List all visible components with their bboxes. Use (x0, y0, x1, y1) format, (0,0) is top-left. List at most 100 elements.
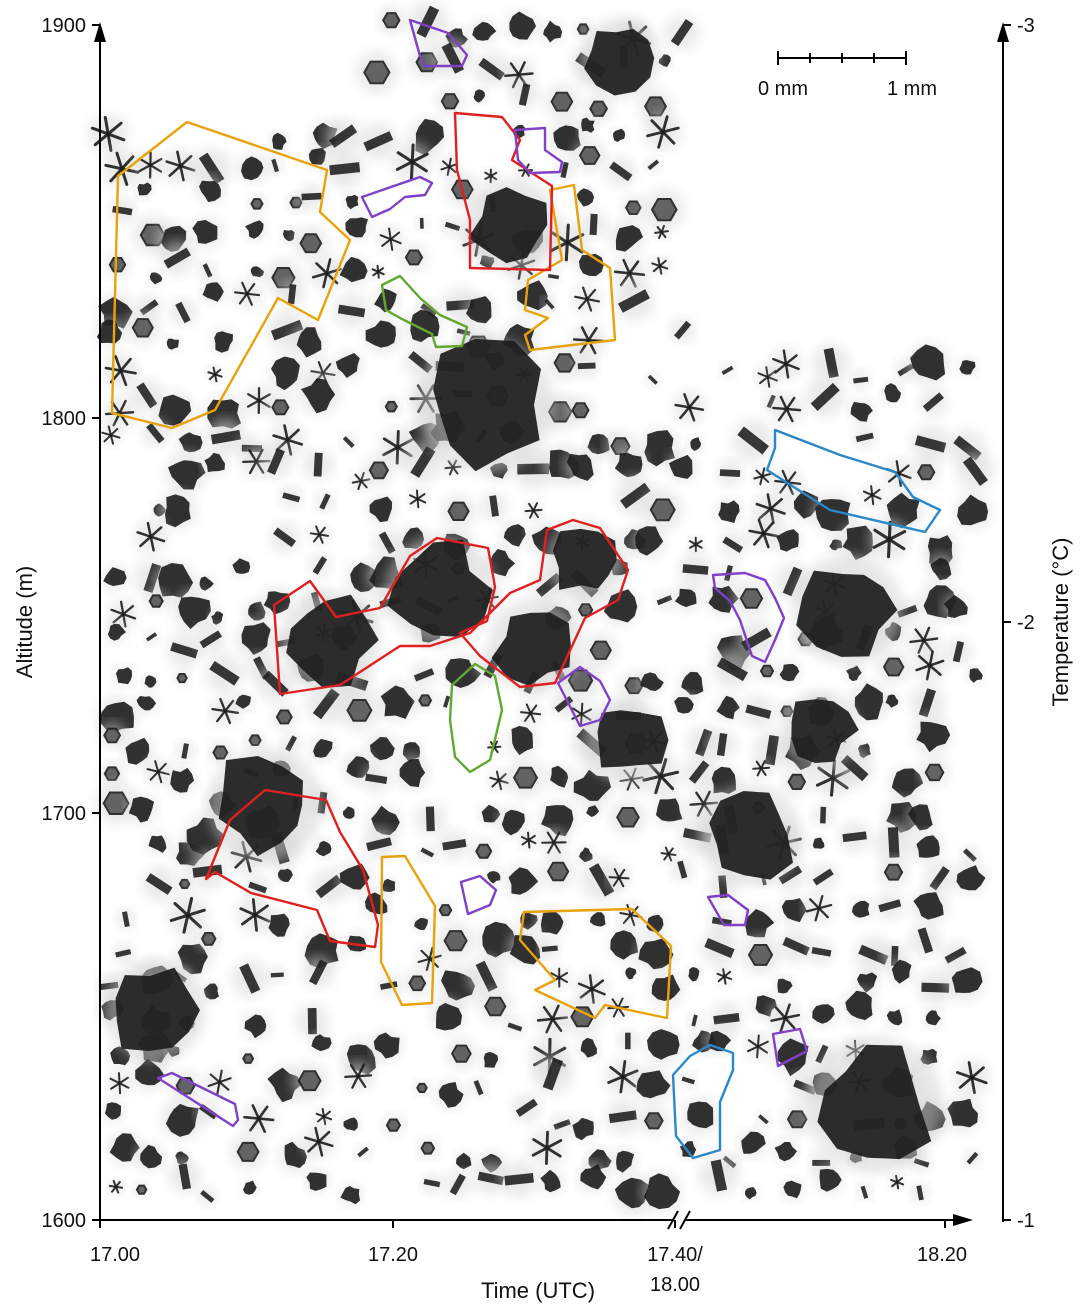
plate-crystal (924, 763, 945, 782)
left-tick-label-1900: 1900 (42, 15, 87, 37)
aggregate-crystal (271, 356, 300, 391)
column-crystal (478, 57, 505, 81)
column-crystal (442, 839, 467, 851)
column-crystal (913, 1158, 930, 1168)
aggregate-crystal (278, 868, 293, 882)
dendrite-crystal (104, 411, 135, 416)
plate-crystal (418, 694, 433, 707)
dendrite-crystal (578, 288, 597, 310)
aggregate-crystal (308, 148, 326, 165)
plate-crystal (571, 402, 590, 419)
column-crystal (917, 927, 934, 954)
aggregate-crystal (916, 835, 940, 858)
column-crystal (589, 213, 598, 236)
scale-bar-label-one: 1 mm (887, 78, 937, 100)
aggregate-crystal (779, 664, 800, 682)
dendrite-crystal (887, 464, 910, 483)
column-crystal (515, 1098, 538, 1117)
column-crystal (282, 492, 301, 503)
column-crystal (271, 158, 280, 173)
column-crystal (609, 161, 633, 182)
aggregate-crystal (245, 220, 264, 239)
column-crystal (163, 247, 191, 269)
column-crystal (504, 1173, 534, 1186)
aggregate-crystal (509, 11, 537, 40)
column-crystal (554, 696, 574, 713)
aggregate-crystal (573, 769, 612, 801)
orange-group-outline (379, 854, 437, 1007)
plate-crystal (103, 766, 121, 781)
aggregate-crystal (232, 558, 251, 574)
aggregate-crystal (466, 296, 492, 324)
aggregate-crystal (244, 1014, 267, 1039)
aggregate-crystal (885, 694, 899, 708)
column-crystal (887, 827, 900, 858)
plate-crystal (368, 461, 390, 480)
dendrite-crystal (103, 427, 119, 443)
aggregate-crystal (202, 282, 224, 302)
aggregate-crystal (136, 696, 157, 711)
dendrite-crystal (550, 233, 585, 252)
column-crystal (721, 365, 734, 376)
aggregate-crystal (913, 892, 944, 920)
dendrite-crystal (521, 834, 536, 846)
plate-crystal (643, 96, 668, 117)
dendrite-crystal (524, 508, 543, 513)
column-crystal (673, 320, 692, 340)
large-aggregate-crystal (709, 791, 793, 880)
aggregate-crystal (103, 567, 127, 586)
large-aggregate-crystal (597, 710, 669, 768)
aggregate-crystal (625, 967, 637, 980)
plate-crystal (553, 353, 576, 373)
column-crystal (444, 221, 461, 232)
column-crystal (544, 298, 555, 310)
aggregate-crystal (572, 1117, 594, 1141)
aggregate-crystal (199, 180, 221, 203)
column-crystal (200, 1189, 215, 1203)
plate-crystal (108, 257, 127, 273)
aggregate-crystal (382, 878, 395, 892)
dendrite-crystal (139, 526, 163, 548)
aggregate-crystal (128, 796, 154, 823)
column-crystal (812, 868, 834, 886)
aggregate-crystal (268, 913, 290, 937)
dendrite-crystal (958, 1066, 985, 1089)
plate-crystal (416, 1082, 428, 1093)
aggregate-crystal (741, 1131, 766, 1154)
aggregate-crystal (603, 589, 638, 623)
plate-crystal (882, 657, 905, 677)
plate-crystal (382, 12, 401, 29)
aggregate-crystal (959, 360, 976, 375)
large-aggregate-crystal (817, 1044, 932, 1160)
purple-group-outline (706, 893, 750, 927)
dendrite-crystal (241, 904, 269, 926)
column-crystal (929, 866, 950, 891)
left-axis: 1900 1800 1700 1600 Altitude (m) (12, 15, 106, 1232)
dendrite-crystal (619, 260, 640, 287)
bottom-tick-label-1820: 18.20 (917, 1244, 967, 1266)
column-crystal (656, 595, 673, 606)
aggregate-crystal (580, 1164, 607, 1190)
dendrite-crystal (717, 970, 732, 983)
column-crystal (719, 469, 741, 477)
column-crystal (853, 376, 869, 384)
aggregate-crystal (284, 1141, 307, 1169)
column-crystal (716, 732, 728, 757)
dendrite-crystal (770, 1013, 801, 1022)
aggregate-crystal (540, 1169, 561, 1193)
aggregate-crystal (644, 1173, 681, 1210)
aggregate-crystal (891, 768, 924, 798)
aggregate-crystal (850, 401, 873, 422)
aggregate-crystal (192, 219, 218, 244)
aggregate-crystal (711, 766, 736, 794)
column-crystal (860, 1185, 869, 1199)
dendrite-crystal (688, 540, 703, 549)
dendrite-crystal (138, 157, 163, 173)
aggregate-crystal (346, 756, 370, 778)
plate-crystal (747, 944, 774, 966)
column-crystal (966, 1151, 979, 1165)
aggregate-crystal (340, 1186, 361, 1205)
red-group-outline (272, 518, 630, 696)
aggregate-crystal (668, 454, 693, 479)
aggregate-crystal (436, 1003, 463, 1031)
